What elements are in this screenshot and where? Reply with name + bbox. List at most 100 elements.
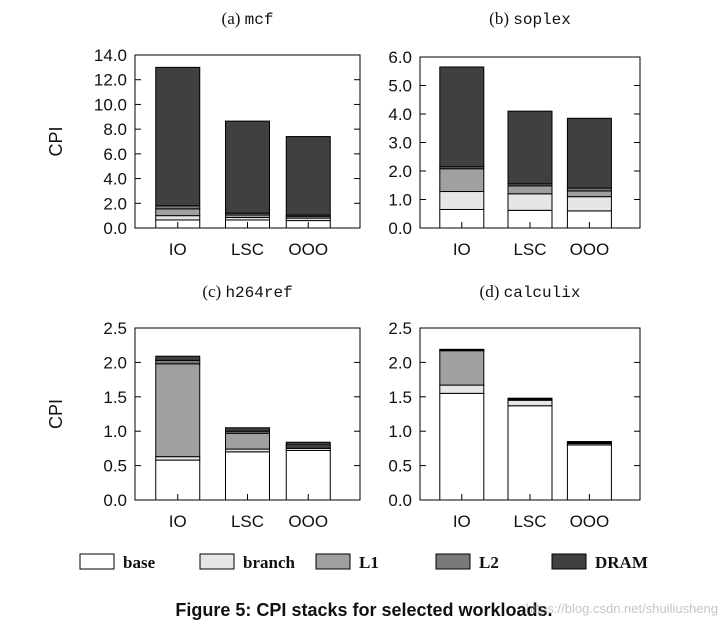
bar-segment-branch-lsc — [507, 399, 553, 407]
y-tick-label: 2.0 — [103, 194, 127, 213]
x-tick-label: LSC — [513, 512, 546, 531]
legend-swatch-dram — [551, 553, 587, 570]
plot-frame — [419, 56, 641, 229]
bar-segment-base-lsc — [225, 451, 270, 501]
bar-segment-base-lsc — [507, 405, 553, 501]
chart-title-prefix: (d) — [480, 282, 504, 301]
y-tick-label: 6.0 — [388, 48, 412, 67]
y-tick-label: 4.0 — [103, 170, 127, 189]
chart-title-workload: soplex — [513, 11, 571, 29]
y-tick-label: 1.5 — [103, 388, 127, 407]
y-tick-label: 0.0 — [103, 219, 127, 238]
x-tick-label: IO — [453, 240, 471, 259]
x-tick-label: LSC — [231, 512, 264, 531]
bar-segment-l1-lsc — [225, 432, 270, 450]
y-axis-label: CPI — [46, 126, 66, 156]
bar-segment-l1-ooo — [566, 190, 612, 198]
legend-label-branch: branch — [243, 553, 296, 572]
chart-title: (a) mcf — [222, 9, 274, 29]
x-tick-label: IO — [169, 512, 187, 531]
bar-segment-branch-io — [155, 456, 201, 461]
x-tick-label: LSC — [231, 240, 264, 259]
y-tick-label: 5.0 — [388, 77, 412, 96]
y-tick-label: 10.0 — [94, 95, 127, 114]
chart-panel-3: (d) calculix 0.0 0.5 1.0 1.5 2.0 2.5 IO LSC OOO — [388, 282, 641, 531]
y-tick-label: 2.5 — [388, 319, 412, 338]
x-tick-label: OOO — [570, 512, 610, 531]
chart-title-workload: mcf — [245, 11, 274, 29]
y-tick-label: 8.0 — [103, 120, 127, 139]
chart-panel-2: (c) h264ref CPI 0.0 0.5 1.0 1.5 2.0 2.5 IO LSC OOO — [46, 282, 361, 531]
bar-segment-base-io — [155, 459, 201, 501]
bar-segment-dram-ooo — [285, 136, 331, 216]
y-tick-label: 4.0 — [388, 105, 412, 124]
legend: base branch L1 L2 DRAM — [79, 553, 648, 572]
bar-segment-dram-io — [155, 66, 201, 207]
y-tick-label: 2.0 — [103, 353, 127, 372]
legend-swatch-l2 — [435, 553, 471, 570]
legend-swatch-base — [79, 553, 115, 570]
chart-title-workload: calculix — [504, 284, 581, 302]
y-tick-label: 0.0 — [103, 491, 127, 510]
y-tick-label: 1.0 — [388, 422, 412, 441]
figure-caption: Figure 5: CPI stacks for selected worklo… — [175, 600, 553, 620]
y-tick-label: 2.5 — [103, 319, 127, 338]
y-tick-label: 14.0 — [94, 46, 127, 65]
bar-segment-dram-io — [439, 348, 485, 351]
chart-title: (c) h264ref — [202, 282, 292, 302]
bar-segment-dram-ooo — [566, 117, 612, 189]
legend-label-l2: L2 — [479, 553, 499, 572]
bar-segment-l1-io — [155, 363, 201, 458]
y-tick-label: 6.0 — [103, 145, 127, 164]
chart-title-prefix: (c) — [202, 282, 225, 301]
bar-segment-l1-lsc — [507, 185, 553, 195]
bar-segment-base-ooo — [285, 449, 331, 501]
y-tick-label: 0.0 — [388, 219, 412, 238]
chart-title: (b) soplex — [489, 9, 571, 29]
y-axis-label: CPI — [46, 399, 66, 429]
x-tick-label: IO — [453, 512, 471, 531]
bar-segment-dram-io — [439, 66, 485, 168]
legend-swatch-l1 — [315, 553, 351, 570]
bar-segment-branch-io — [439, 191, 485, 210]
bar-segment-branch-io — [155, 215, 201, 221]
x-tick-label: OOO — [288, 512, 328, 531]
chart-panel-0: (a) mcf CPI 0.0 2.0 4.0 6.0 8.0 10.0 12.0 14.0 IO L… — [46, 9, 361, 259]
legend-swatch-branch — [199, 553, 235, 570]
chart-panel-1: (b) soplex 0.0 1.0 2.0 3.0 4.0 5.0 6.0 IO LSC OOO — [388, 9, 641, 259]
y-tick-label: 2.0 — [388, 162, 412, 181]
bar-segment-branch-lsc — [507, 193, 553, 211]
watermark: https://blog.csdn.net/shuiliusheng — [525, 601, 718, 616]
bar-segment-dram-lsc — [507, 110, 553, 185]
chart-title-workload: h264ref — [225, 284, 292, 302]
bar-segment-l1-io — [155, 208, 201, 217]
y-tick-label: 2.0 — [388, 353, 412, 372]
legend-label-base: base — [123, 553, 156, 572]
bar-segment-l1-io — [439, 168, 485, 193]
y-tick-label: 12.0 — [94, 71, 127, 90]
bar-segment-dram-lsc — [225, 120, 270, 214]
chart-title-prefix: (a) — [222, 9, 245, 28]
y-tick-label: 0.5 — [103, 457, 127, 476]
y-tick-label: 1.0 — [103, 422, 127, 441]
bar-segment-dram-io — [155, 355, 201, 361]
y-tick-label: 3.0 — [388, 134, 412, 153]
bar-segment-dram-lsc — [507, 397, 553, 400]
bar-segment-branch-io — [439, 384, 485, 394]
chart-title-prefix: (b) — [489, 9, 513, 28]
bar-segment-dram-ooo — [285, 441, 331, 446]
bar-segment-base-io — [439, 392, 485, 501]
x-tick-label: OOO — [288, 240, 328, 259]
y-tick-label: 1.0 — [388, 191, 412, 210]
bar-segment-branch-ooo — [566, 196, 612, 212]
bar-segment-base-ooo — [566, 444, 612, 501]
legend-label-dram: DRAM — [595, 553, 648, 572]
y-tick-label: 1.5 — [388, 388, 412, 407]
bar-segment-l2-io — [155, 359, 201, 365]
x-tick-label: LSC — [513, 240, 546, 259]
bar-segment-dram-ooo — [566, 441, 612, 443]
legend-label-l1: L1 — [359, 553, 379, 572]
plot-frame — [419, 327, 641, 501]
y-tick-label: 0.0 — [388, 491, 412, 510]
x-tick-label: IO — [169, 240, 187, 259]
